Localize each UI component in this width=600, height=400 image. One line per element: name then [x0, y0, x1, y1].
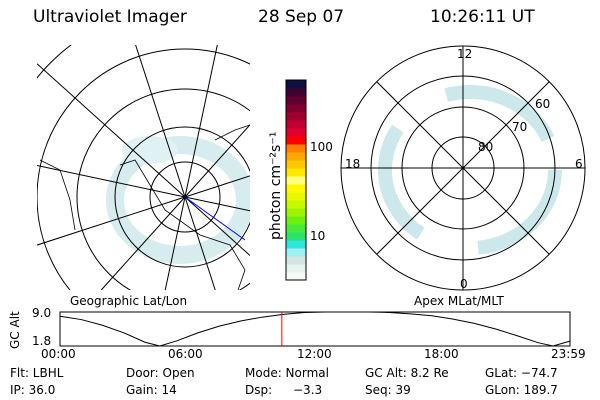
longitude-line	[184, 196, 250, 256]
longitude-line	[184, 175, 250, 198]
mode-status: Mode: Normal	[245, 366, 329, 380]
colorbar-swatch	[286, 256, 306, 265]
colorbar-swatch	[286, 176, 306, 185]
altitude-plot-frame	[59, 311, 571, 347]
longitude-line	[37, 63, 186, 198]
colorbar-swatch	[286, 104, 306, 113]
x-tick-1: 06:00	[168, 347, 203, 361]
date-label: 28 Sep 07	[258, 7, 345, 27]
y-tick-1-8: 1.8	[32, 334, 52, 348]
colorbar-swatch	[286, 200, 306, 209]
colorbar-swatch	[286, 232, 306, 241]
longitude-line	[100, 196, 186, 290]
mlt-label-12: 12	[457, 47, 473, 61]
colorbar-swatch	[286, 248, 306, 257]
colorbar-swatch	[286, 272, 306, 281]
filter-status: Flt: LBHL	[10, 366, 64, 380]
lat-label-80: 80	[478, 140, 494, 154]
mlt-label-0: 0	[460, 277, 468, 291]
ip-status: IP: 36.0	[10, 383, 56, 397]
altitude-series-line	[59, 311, 570, 347]
mlt-label-18: 18	[345, 157, 361, 171]
colorbar-swatch	[286, 128, 306, 137]
longitude-line	[37, 196, 186, 246]
colorbar	[286, 80, 306, 281]
longitude-line	[37, 165, 186, 198]
longitude-line	[184, 45, 218, 198]
colorbar-swatch	[286, 120, 306, 129]
magnetic-polar-plot	[340, 45, 586, 291]
y-axis-label: GC Alt	[8, 311, 22, 349]
left-panel-label: Geographic Lat/Lon	[70, 294, 188, 308]
colorbar-swatch	[286, 152, 306, 161]
colorbar-swatch	[286, 160, 306, 169]
lat-label-60: 60	[535, 97, 551, 111]
longitude-line	[135, 45, 186, 198]
sun-direction-line	[184, 196, 246, 241]
y-tick-9: 9.0	[32, 306, 52, 320]
seq-status: Seq: 39	[365, 383, 411, 397]
x-tick-4: 23:59	[551, 347, 586, 361]
colorbar-swatch	[286, 88, 306, 97]
dsp-value: −3.3	[293, 383, 323, 397]
colorbar-swatch	[286, 208, 306, 217]
longitude-line	[184, 196, 216, 290]
colorbar-swatch	[286, 80, 306, 89]
lat-label-70: 70	[512, 120, 528, 134]
x-tick-0: 00:00	[41, 347, 76, 361]
x-tick-2: 12:00	[297, 347, 332, 361]
colorbar-swatch	[286, 168, 306, 177]
longitude-line	[164, 196, 186, 290]
colorbar-swatch	[286, 216, 306, 225]
colorbar-swatch	[286, 224, 306, 233]
mlt-label-6: 6	[575, 157, 583, 171]
glon-status: GLon: 189.7	[485, 383, 558, 397]
colorbar-tick-10: 10	[310, 229, 326, 243]
dsp-label: Dsp:	[245, 383, 273, 397]
colorbar-swatch	[286, 136, 306, 145]
lat-circles	[37, 45, 250, 290]
colorbar-swatch	[286, 192, 306, 201]
colorbar-label: photon cm⁻²s⁻¹	[268, 131, 284, 240]
colorbar-swatch	[286, 240, 306, 249]
colorbar-swatch	[286, 112, 306, 121]
colorbar-swatch	[286, 184, 306, 193]
colorbar-swatch	[286, 264, 306, 273]
instrument-title: Ultraviolet Imager	[33, 7, 187, 27]
right-panel-label: Apex MLat/MLT	[414, 294, 504, 308]
glat-status: GLat: −74.7	[485, 366, 558, 380]
colorbar-tick-100: 100	[310, 140, 333, 154]
colorbar-swatch	[286, 96, 306, 105]
colorbar-swatch	[286, 144, 306, 153]
door-status: Door: Open	[126, 366, 195, 380]
coastline	[39, 124, 250, 290]
time-label: 10:26:11 UT	[430, 7, 535, 27]
longitude-line	[184, 124, 250, 198]
gc-alt-status: GC Alt: 8.2 Re	[365, 366, 449, 380]
x-tick-3: 18:00	[424, 347, 459, 361]
longitude-line	[184, 196, 250, 212]
gain-status: Gain: 14	[126, 383, 177, 397]
geographic-map	[37, 45, 250, 290]
lon-lines	[37, 45, 250, 290]
